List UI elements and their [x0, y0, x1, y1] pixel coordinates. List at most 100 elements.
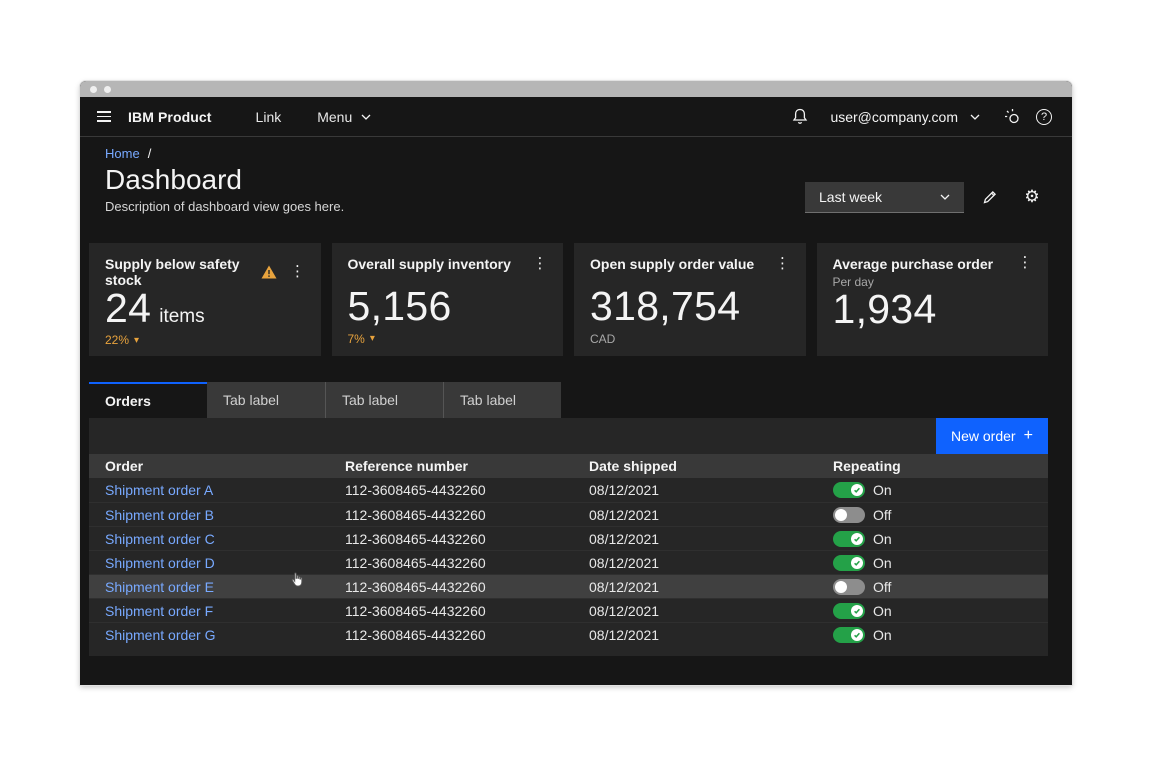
chevron-down-icon — [940, 194, 950, 200]
table-header-row: Order Reference number Date shipped Repe… — [89, 454, 1048, 478]
order-link[interactable]: Shipment order G — [105, 626, 216, 643]
metric-value: 24 — [105, 285, 152, 331]
new-order-button[interactable]: New order + — [936, 418, 1048, 454]
breadcrumb: Home / — [105, 145, 344, 162]
card-average-purchase-order: Average purchase order Per day ⋮ 1,934 — [816, 243, 1048, 356]
date-shipped-cell: 08/12/2021 — [589, 602, 660, 619]
tab-orders[interactable]: Orders — [89, 382, 207, 418]
metric-unit: CAD — [590, 331, 616, 346]
reference-number-cell: 112-3608465-4432260 — [345, 602, 486, 619]
breadcrumb-home-link[interactable]: Home — [105, 146, 140, 161]
metric-value: 5,156 — [347, 283, 452, 329]
toggle-state-label: On — [873, 554, 892, 571]
table-row[interactable]: Shipment order E 112-3608465-4432260 08/12… — [89, 574, 1048, 598]
metric-value: 318,754 — [590, 283, 741, 329]
date-shipped-cell: 08/12/2021 — [589, 626, 660, 643]
awake-theme-icon[interactable] — [996, 101, 1028, 133]
table-row[interactable]: Shipment order G 112-3608465-4432260 08/12… — [89, 622, 1048, 646]
user-email: user@company.com — [830, 108, 958, 125]
repeating-toggle[interactable] — [833, 506, 865, 523]
card-subtitle: Per day — [832, 275, 874, 289]
app-title: IBM Product — [128, 108, 212, 125]
user-account-menu[interactable]: user@company.com — [830, 109, 980, 125]
reference-number-cell: 112-3608465-4432260 — [345, 506, 486, 523]
tab-label-3[interactable]: Tab label — [325, 382, 443, 418]
reference-number-cell: 112-3608465-4432260 — [345, 530, 486, 547]
column-header-order: Order — [105, 458, 144, 474]
chevron-down-icon — [361, 114, 371, 120]
help-icon[interactable]: ? — [1028, 101, 1060, 133]
metric-value: 1,934 — [832, 286, 937, 332]
time-period-dropdown[interactable]: Last week — [805, 181, 964, 213]
overflow-menu-icon[interactable]: ⋮ — [290, 263, 305, 280]
date-shipped-cell: 08/12/2021 — [589, 530, 660, 547]
page-title: Dashboard — [105, 164, 242, 195]
orders-table: Order Reference number Date shipped Repe… — [89, 454, 1048, 656]
date-shipped-cell: 08/12/2021 — [589, 506, 660, 523]
tab-label-4[interactable]: Tab label — [443, 382, 561, 418]
trend-down-icon: ▾ — [369, 333, 375, 344]
metric-suffix: items — [159, 306, 205, 327]
notifications-bell-icon[interactable] — [784, 101, 816, 133]
date-shipped-cell: 08/12/2021 — [589, 578, 660, 595]
table-row[interactable]: Shipment order D 112-3608465-4432260 08/12… — [89, 550, 1048, 574]
order-link[interactable]: Shipment order B — [105, 506, 214, 523]
card-title: Supply below safety stock — [105, 256, 240, 288]
toggle-state-label: On — [873, 530, 892, 547]
trend-down-icon: ▾ — [134, 334, 140, 346]
plus-icon: + — [1023, 427, 1033, 444]
nav-menu[interactable]: Menu — [317, 109, 371, 125]
table-body: Shipment order A 112-3608465-4432260 08/12… — [89, 478, 1048, 646]
app-window: IBM Product Link Menu user@company.com ? — [80, 81, 1072, 685]
reference-number-cell: 112-3608465-4432260 — [345, 578, 486, 595]
edit-pencil-icon[interactable] — [974, 181, 1006, 213]
card-title: Average purchase order — [832, 256, 994, 272]
overflow-menu-icon[interactable]: ⋮ — [532, 255, 548, 272]
overflow-menu-icon[interactable]: ⋮ — [775, 255, 790, 272]
card-title: Overall supply inventory — [347, 256, 511, 272]
nav-link[interactable]: Link — [255, 108, 282, 125]
reference-number-cell: 112-3608465-4432260 — [345, 554, 486, 571]
repeating-toggle[interactable] — [833, 530, 865, 547]
tab-label-2[interactable]: Tab label — [207, 382, 325, 418]
toggle-state-label: On — [873, 482, 892, 498]
order-link[interactable]: Shipment order F — [105, 602, 214, 619]
trend-value: 7% — [347, 331, 365, 346]
column-header-date-shipped: Date shipped — [589, 458, 677, 474]
window-control-dot[interactable] — [104, 85, 111, 93]
reference-number-cell: 112-3608465-4432260 — [345, 482, 486, 498]
window-control-dot[interactable] — [90, 85, 97, 93]
chevron-down-icon — [970, 114, 980, 120]
card-title: Open supply order value — [590, 256, 755, 272]
order-link[interactable]: Shipment order D — [105, 554, 215, 571]
column-header-reference: Reference number — [345, 458, 468, 474]
order-link[interactable]: Shipment order C — [105, 530, 215, 547]
dropdown-value: Last week — [819, 188, 883, 205]
table-row[interactable]: Shipment order A 112-3608465-4432260 08/12… — [89, 478, 1048, 502]
date-shipped-cell: 08/12/2021 — [589, 482, 660, 498]
table-toolbar: New order + — [89, 418, 1048, 454]
repeating-toggle[interactable] — [833, 578, 865, 595]
tab-bar: Orders Tab label Tab label Tab label — [89, 382, 1048, 418]
repeating-toggle[interactable] — [833, 554, 865, 571]
page-description: Description of dashboard view goes here. — [105, 199, 345, 214]
window-titlebar[interactable] — [80, 81, 1072, 97]
card-supply-below-safety-stock: Supply below safety stock ⋮ 24 items 22%… — [89, 243, 321, 356]
settings-gear-icon[interactable]: ⚙ — [1024, 187, 1040, 206]
metric-cards: Supply below safety stock ⋮ 24 items 22%… — [89, 243, 1048, 356]
repeating-toggle[interactable] — [833, 626, 865, 643]
table-row[interactable]: Shipment order B 112-3608465-4432260 08/12… — [89, 502, 1048, 526]
repeating-toggle[interactable] — [833, 602, 865, 619]
table-row[interactable]: Shipment order C 112-3608465-4432260 08/12… — [89, 526, 1048, 550]
card-overall-supply-inventory: Overall supply inventory ⋮ 5,156 7% ▾ — [331, 243, 563, 356]
repeating-toggle[interactable] — [833, 482, 865, 498]
warning-icon — [261, 265, 277, 279]
overflow-menu-icon[interactable]: ⋮ — [1017, 254, 1033, 271]
app-header: IBM Product Link Menu user@company.com ? — [80, 97, 1072, 137]
toggle-state-label: On — [873, 626, 892, 643]
table-row[interactable]: Shipment order F 112-3608465-4432260 08/12… — [89, 598, 1048, 622]
order-link[interactable]: Shipment order A — [105, 482, 214, 498]
hamburger-menu-icon[interactable] — [80, 97, 128, 136]
order-link[interactable]: Shipment order E — [105, 578, 214, 595]
card-open-supply-order-value: Open supply order value ⋮ 318,754 CAD — [574, 243, 806, 356]
